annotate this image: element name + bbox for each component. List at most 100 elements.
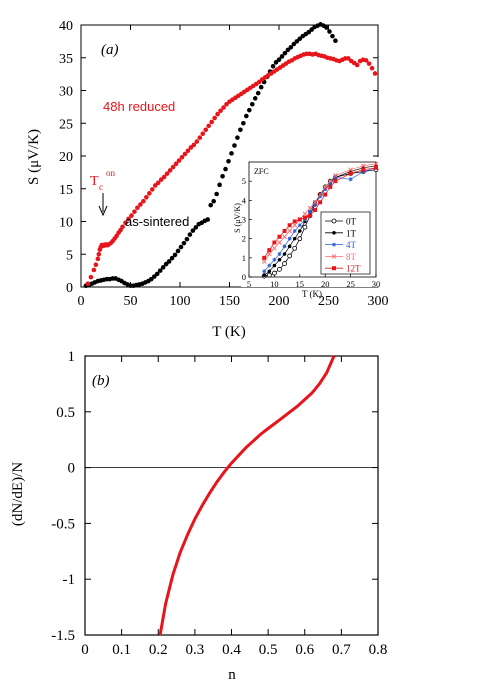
data-point [135,205,140,211]
tc-subscript: c [99,182,103,192]
data-point [211,198,216,204]
data-point [91,267,97,273]
data-point [208,202,213,208]
data-point [197,135,203,140]
panel-b-x-axis-label: n [228,667,236,683]
data-point [218,108,223,114]
inset-y-tick-label: 3 [242,215,246,225]
data-point [249,101,255,107]
inset-x-tick-label: 20 [321,279,330,289]
data-point [172,252,178,258]
data-point [93,262,99,268]
inset-data-point [267,248,272,253]
data-point [149,187,155,192]
data-point [372,71,378,76]
data-point [155,180,161,186]
data-point [163,261,169,267]
data-point [85,281,91,287]
y-tick-label: 35 [59,52,73,67]
inset-data-point [328,184,333,189]
inset-data-point [272,245,277,251]
data-point [209,119,214,125]
data-point [138,202,143,207]
data-point [126,216,131,222]
inset-data-point [374,165,378,170]
inset-data-point [297,217,302,222]
data-point [123,220,128,226]
data-point [185,148,191,154]
data-point [282,50,288,56]
inset-data-point [302,224,308,230]
x-tick-label: 0.8 [369,642,388,658]
inset-data-point [313,202,318,207]
data-point [270,63,276,69]
inset-data-point [317,192,323,197]
data-point [96,251,102,257]
y-tick-label: 40 [59,19,73,34]
data-point [297,36,303,42]
reduced-annotation: 48h reduced [103,99,175,114]
inset-data-point [292,222,298,228]
panel-b-y-ticks: -1.5 -1 -0.5 0 0.5 1 [51,349,378,644]
inset-data-point [322,184,328,190]
inset-data-point [333,175,338,180]
data-point [175,248,181,254]
inset-data-point [318,200,323,205]
inset-data-point [277,257,282,262]
inset-x-tick-label: 30 [372,279,381,289]
data-point [148,276,154,282]
data-point [354,62,360,68]
inset-data-point [327,178,333,184]
inset-data-point [277,240,282,245]
data-point [366,61,372,66]
data-point [154,271,160,277]
x-tick-label: 0.5 [259,642,278,658]
data-point [279,54,285,59]
data-point [252,96,258,101]
data-point [200,131,206,137]
data-point [206,123,212,129]
inset-data-point [333,173,338,178]
data-point [147,191,152,196]
data-point [166,259,172,264]
inset-data-point [266,272,272,278]
inset-data-point [267,269,272,274]
x-tick-label: 300 [368,294,389,309]
data-point [330,33,335,39]
y-tick-label: 0.5 [56,405,75,421]
inset-data-point [297,236,303,242]
inset-data-point [277,252,282,256]
data-point [256,79,262,85]
inset-y-tick-label: 5 [242,176,246,186]
data-point [164,171,170,176]
y-tick-label: 20 [59,150,73,165]
inset-data-point [323,186,328,191]
inset-data-point [272,240,277,245]
y-tick-label: 1 [68,349,76,365]
y-tick-label: 0 [66,281,73,296]
data-point [203,127,209,133]
panel-b-frame [84,355,379,636]
x-tick-label: 100 [170,294,191,309]
inset-y-tick-label: 1 [242,253,246,263]
inset-data-point [313,207,318,212]
data-point [157,268,163,273]
inset-data-point [262,273,267,277]
data-point [291,41,297,47]
tc-arrow-head [98,205,108,217]
inset-data-point [272,263,277,268]
inset-y-tick-label: 0 [242,272,246,282]
data-point [238,127,243,133]
inset-legend-entry: 4T [325,240,357,250]
inset-legend-entry: 12T [325,264,361,274]
data-point [188,145,194,150]
inset-data-point [332,266,336,271]
data-point [309,27,314,32]
inset-data-point [277,234,282,239]
inset-legend-entry: 1T [325,228,357,238]
y-tick-label: -1 [63,572,76,588]
data-point [160,265,166,270]
inset-data-point [323,192,328,197]
data-point [194,139,200,144]
